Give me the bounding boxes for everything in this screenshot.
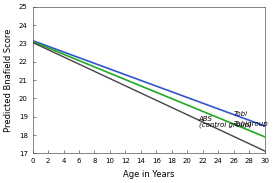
Y-axis label: Predicted Bnafield Score: Predicted Bnafield Score: [4, 28, 13, 132]
X-axis label: Age in Years: Age in Years: [123, 170, 174, 179]
Text: ABS: ABS: [199, 117, 213, 122]
Text: Tobi: Tobi: [233, 111, 248, 117]
Text: Tobigroup: Tobigroup: [233, 121, 268, 127]
Text: (control group): (control group): [199, 122, 252, 128]
